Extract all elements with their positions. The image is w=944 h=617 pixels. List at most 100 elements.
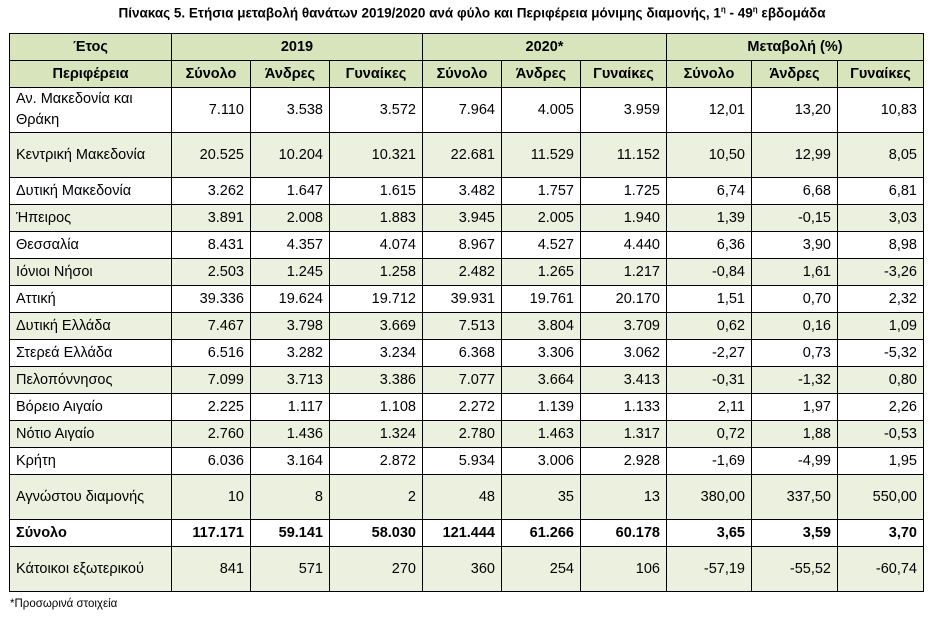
region-name-cell: Ήπειρος [9,204,172,232]
value-cell: 3.664 [501,366,581,394]
value-cell: 39.931 [422,285,502,313]
value-cell: 1.245 [250,258,330,286]
value-cell: 8.431 [171,231,251,259]
value-cell: 270 [329,546,423,592]
value-cell: 3.386 [329,366,423,394]
value-cell: 2.482 [422,258,502,286]
value-cell: 117.171 [171,519,251,547]
value-cell: 2,11 [666,393,752,421]
value-cell: -0,31 [666,366,752,394]
column-header: Σύνολο [666,60,752,88]
value-cell: 60.178 [580,519,667,547]
value-cell: 7.513 [422,312,502,340]
value-cell: 4.440 [580,231,667,259]
value-cell: 3.413 [580,366,667,394]
value-cell: 4.527 [501,231,581,259]
value-cell: 571 [250,546,330,592]
region-name-cell: Κεντρική Μακεδονία [9,132,172,178]
value-cell: 13,20 [751,87,838,133]
value-cell: -1,69 [666,447,752,475]
region-name-cell: Αττική [9,285,172,313]
value-cell: 1.317 [580,420,667,448]
value-cell: 4.005 [501,87,581,133]
region-name-cell: Σύνολο [9,519,172,547]
table-row: Πελοπόννησος 7.099 3.713 3.386 7.077 3.664 3.4… [9,366,924,394]
value-cell: 2.272 [422,393,502,421]
value-cell: 841 [171,546,251,592]
table-row: Κεντρική Μακεδονία 20.525 10.204 10.321 22.6… [9,132,924,178]
value-cell: 4.357 [250,231,330,259]
column-header: Άνδρες [501,60,581,88]
value-cell: 6.368 [422,339,502,367]
region-name-cell: Δυτική Μακεδονία [9,177,172,205]
value-cell: 3.669 [329,312,423,340]
value-cell: 550,00 [837,474,924,520]
value-cell: 2.005 [501,204,581,232]
value-cell: 10 [171,474,251,520]
value-cell: 0,73 [751,339,838,367]
value-cell: 380,00 [666,474,752,520]
value-cell: 3.538 [250,87,330,133]
value-cell: 6,81 [837,177,924,205]
region-name-cell: Αγνώστου διαμονής [9,474,172,520]
value-cell: 12,99 [751,132,838,178]
value-cell: 6,74 [666,177,752,205]
region-name-cell: Θεσσαλία [9,231,172,259]
table-row: Ιόνιοι Νήσοι 2.503 1.245 1.258 2.482 1.265 1.2… [9,258,924,286]
value-cell: 1.133 [580,393,667,421]
region-name-cell: Στερεά Ελλάδα [9,339,172,367]
value-cell: 1.108 [329,393,423,421]
table-row: Ήπειρος 3.891 2.008 1.883 3.945 2.005 1.940 1,3… [9,204,924,232]
value-cell: 2,26 [837,393,924,421]
region-name-cell: Ιόνιοι Νήσοι [9,258,172,286]
value-cell: 3,03 [837,204,924,232]
table-row: Δυτική Ελλάδα 7.467 3.798 3.669 7.513 3.804 3.… [9,312,924,340]
region-name-cell: Βόρειο Αιγαίο [9,393,172,421]
value-cell: 10.204 [250,132,330,178]
value-cell: -2,27 [666,339,752,367]
value-cell: 8.967 [422,231,502,259]
value-cell: 254 [501,546,581,592]
value-cell: 360 [422,546,502,592]
value-cell: 1.117 [250,393,330,421]
value-cell: 121.444 [422,519,502,547]
value-cell: 1.436 [250,420,330,448]
table-row: Θεσσαλία 8.431 4.357 4.074 8.967 4.527 4.440 6,… [9,231,924,259]
table-row: Βόρειο Αιγαίο 2.225 1.117 1.108 2.272 1.139 1.… [9,393,924,421]
value-cell: 1.940 [580,204,667,232]
value-cell: 4.074 [329,231,423,259]
value-cell: 1.139 [501,393,581,421]
value-cell: 19.712 [329,285,423,313]
value-cell: 61.266 [501,519,581,547]
region-name-cell: Πελοπόννησος [9,366,172,394]
value-cell: -3,26 [837,258,924,286]
value-cell: 1,95 [837,447,924,475]
group-header-2019: 2019 [171,33,423,61]
value-cell: 3,59 [751,519,838,547]
value-cell: 3,65 [666,519,752,547]
value-cell: 2.780 [422,420,502,448]
value-cell: 3,70 [837,519,924,547]
value-cell: 3.572 [329,87,423,133]
value-cell: 1,97 [751,393,838,421]
value-cell: 39.336 [171,285,251,313]
value-cell: 2.872 [329,447,423,475]
value-cell: 3.891 [171,204,251,232]
value-cell: 7.077 [422,366,502,394]
value-cell: 2 [329,474,423,520]
value-cell: 0,16 [751,312,838,340]
value-cell: 58.030 [329,519,423,547]
value-cell: 2,32 [837,285,924,313]
value-cell: 48 [422,474,502,520]
value-cell: -60,74 [837,546,924,592]
value-cell: 1.883 [329,204,423,232]
group-header-2020: 2020* [422,33,667,61]
table-row: Νότιο Αιγαίο 2.760 1.436 1.324 2.780 1.463 1.3… [9,420,924,448]
deaths-table: Έτος 2019 2020* Μεταβολή (%) Περιφέρεια … [9,33,924,592]
value-cell: 6.516 [171,339,251,367]
value-cell: 3.713 [250,366,330,394]
value-cell: 2.503 [171,258,251,286]
table-row: Αττική 39.336 19.624 19.712 39.931 19.761 20.1… [9,285,924,313]
value-cell: 3.709 [580,312,667,340]
value-cell: 3.282 [250,339,330,367]
